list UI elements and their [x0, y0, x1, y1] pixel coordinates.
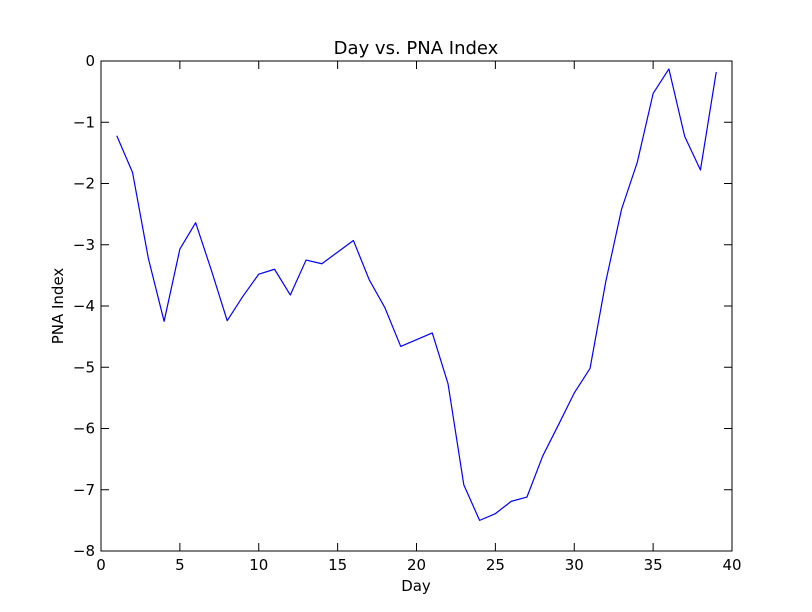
- data-point: [115, 134, 118, 137]
- data-point: [415, 338, 418, 341]
- data-point: [226, 319, 229, 322]
- data-point: [636, 161, 639, 164]
- data-point: [163, 320, 166, 323]
- y-tick-label: −7: [73, 481, 95, 499]
- data-point: [131, 171, 134, 174]
- data-point: [667, 67, 670, 70]
- x-tick-label: 35: [644, 556, 663, 574]
- data-point: [305, 259, 308, 262]
- x-tick-label: 10: [249, 556, 268, 574]
- y-tick-label: 0: [85, 52, 95, 70]
- data-point: [699, 169, 702, 172]
- data-point: [431, 331, 434, 334]
- data-point: [620, 208, 623, 211]
- data-point: [336, 251, 339, 254]
- x-tick-label: 40: [722, 556, 741, 574]
- data-point: [541, 455, 544, 458]
- plot-frame: [100, 60, 733, 552]
- data-point: [352, 239, 355, 242]
- data-point: [399, 345, 402, 348]
- data-point: [320, 262, 323, 265]
- y-tick-label: −5: [73, 358, 95, 376]
- data-point: [210, 269, 213, 272]
- data-point: [478, 519, 481, 522]
- x-tick-label: 20: [407, 556, 426, 574]
- data-point: [573, 391, 576, 394]
- plot-area: 0 5 10 15 20 25 30 35 40 0 −1 −2 −3 −4 −5 −6 −7 −8: [73, 52, 742, 574]
- data-point: [683, 135, 686, 138]
- data-point: [589, 367, 592, 370]
- data-point: [194, 221, 197, 224]
- data-point: [510, 500, 513, 503]
- x-tick-label: 25: [486, 556, 505, 574]
- y-tick-label: −4: [73, 297, 95, 315]
- data-point: [289, 293, 292, 296]
- data-point: [383, 306, 386, 309]
- y-tick-label: −1: [73, 113, 95, 131]
- data-point: [241, 295, 244, 298]
- x-tick-label: 30: [565, 556, 584, 574]
- data-point: [462, 483, 465, 486]
- x-tick-label: 5: [175, 556, 185, 574]
- data-point: [147, 257, 150, 260]
- y-axis-label: PNA Index: [49, 268, 67, 345]
- data-point: [557, 423, 560, 426]
- x-tick-label: 15: [328, 556, 347, 574]
- y-tick-label: −8: [73, 542, 95, 560]
- data-point: [178, 248, 181, 251]
- y-tick-label: −6: [73, 420, 95, 438]
- data-point: [652, 92, 655, 95]
- data-point: [273, 268, 276, 271]
- data-point: [525, 496, 528, 499]
- x-axis-label: Day: [401, 577, 431, 595]
- chart-title: Day vs. PNA Index: [334, 38, 499, 59]
- y-tick-label: −3: [73, 236, 95, 254]
- series-line: [116, 68, 717, 521]
- data-point: [604, 280, 607, 283]
- data-point: [368, 278, 371, 281]
- data-point: [715, 71, 718, 74]
- data-point: [447, 382, 450, 385]
- y-tick-label: −2: [73, 175, 95, 193]
- x-tick-label: 0: [96, 556, 106, 574]
- data-point: [494, 512, 497, 515]
- data-point: [257, 273, 260, 276]
